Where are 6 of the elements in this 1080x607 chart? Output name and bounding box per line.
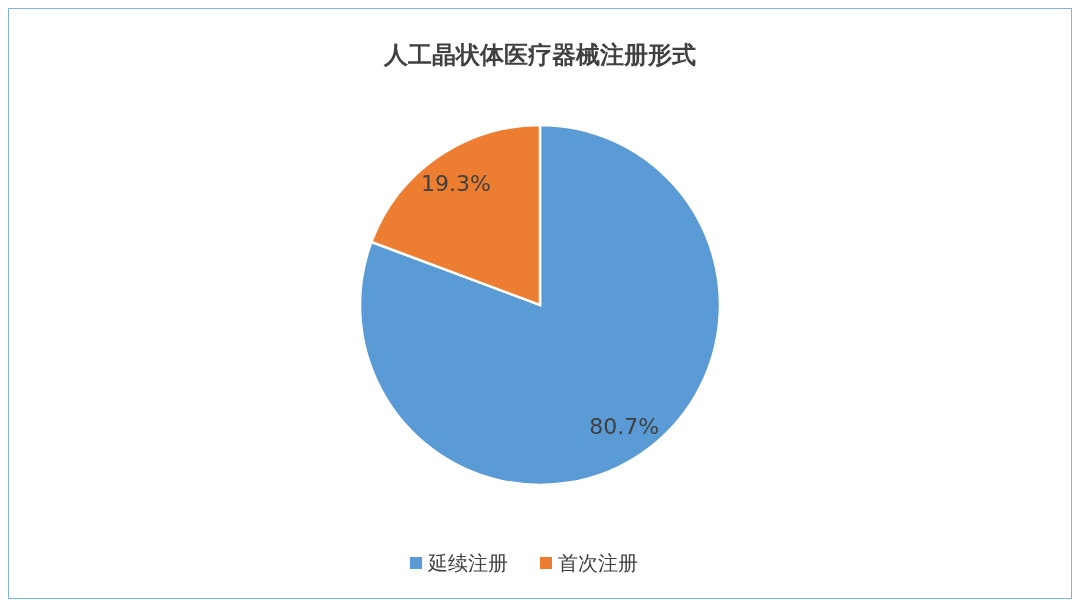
legend-label: 首次注册 xyxy=(558,551,638,575)
data-label: 80.7% xyxy=(589,413,660,439)
data-label: 19.3% xyxy=(420,171,491,197)
chart-title: 人工晶状体医疗器械注册形式 xyxy=(383,41,696,69)
legend-label: 延续注册 xyxy=(427,551,508,575)
pie-slice xyxy=(358,123,722,487)
